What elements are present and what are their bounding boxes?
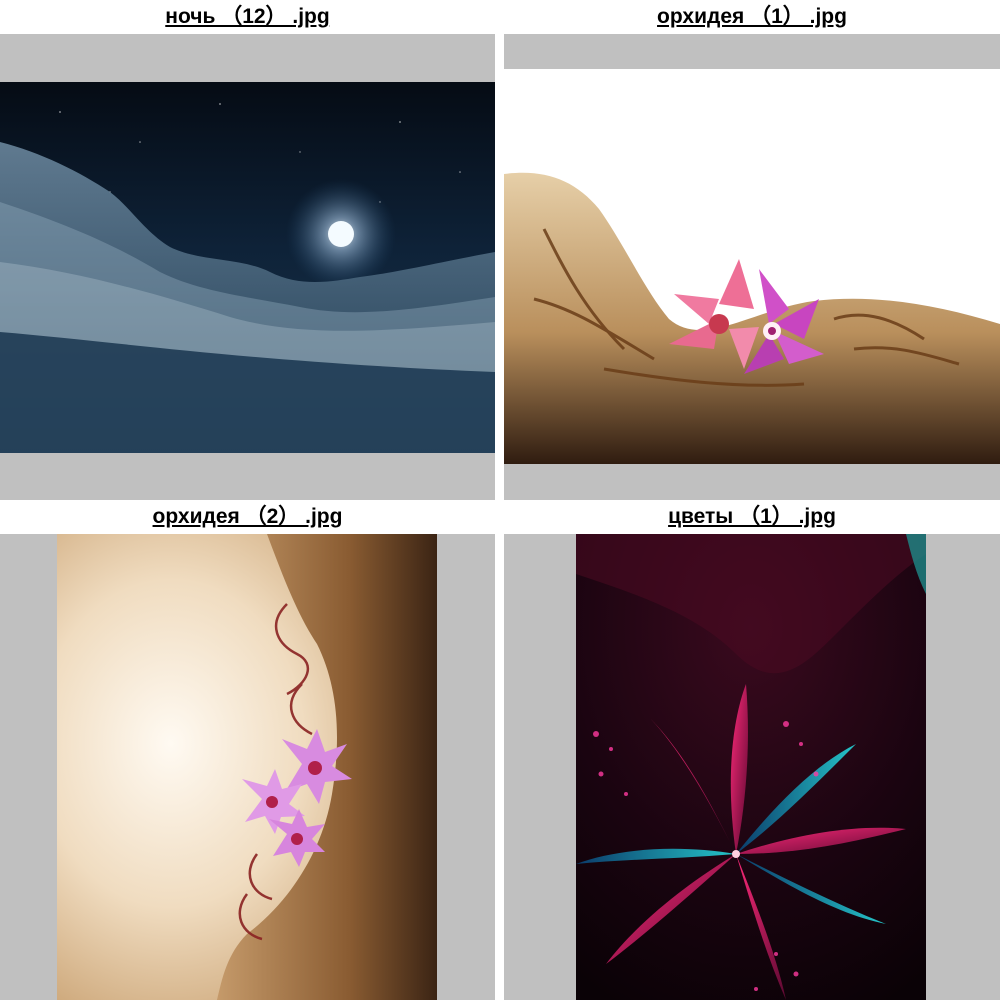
tile-1-frame[interactable] xyxy=(0,34,495,500)
tile-2-frame[interactable] xyxy=(504,34,1000,500)
tile-1-caption[interactable]: ночь （12） .jpg xyxy=(0,0,495,34)
fractal-flower-thumbnail[interactable] xyxy=(576,534,926,1000)
night-sky-thumbnail[interactable] xyxy=(0,82,495,453)
tile-4-caption[interactable]: цветы （1） .jpg xyxy=(504,500,1000,534)
tile-4-frame[interactable] xyxy=(504,534,1000,1000)
grid-divider xyxy=(495,0,504,1000)
orchid-body-thumbnail[interactable] xyxy=(504,69,1000,464)
tile-2-caption[interactable]: орхидея （1） .jpg xyxy=(504,0,1000,34)
lotus-body-thumbnail[interactable] xyxy=(57,534,437,1000)
tile-3-frame[interactable] xyxy=(0,534,495,1000)
tile-3-caption[interactable]: орхидея （2） .jpg xyxy=(0,500,495,534)
